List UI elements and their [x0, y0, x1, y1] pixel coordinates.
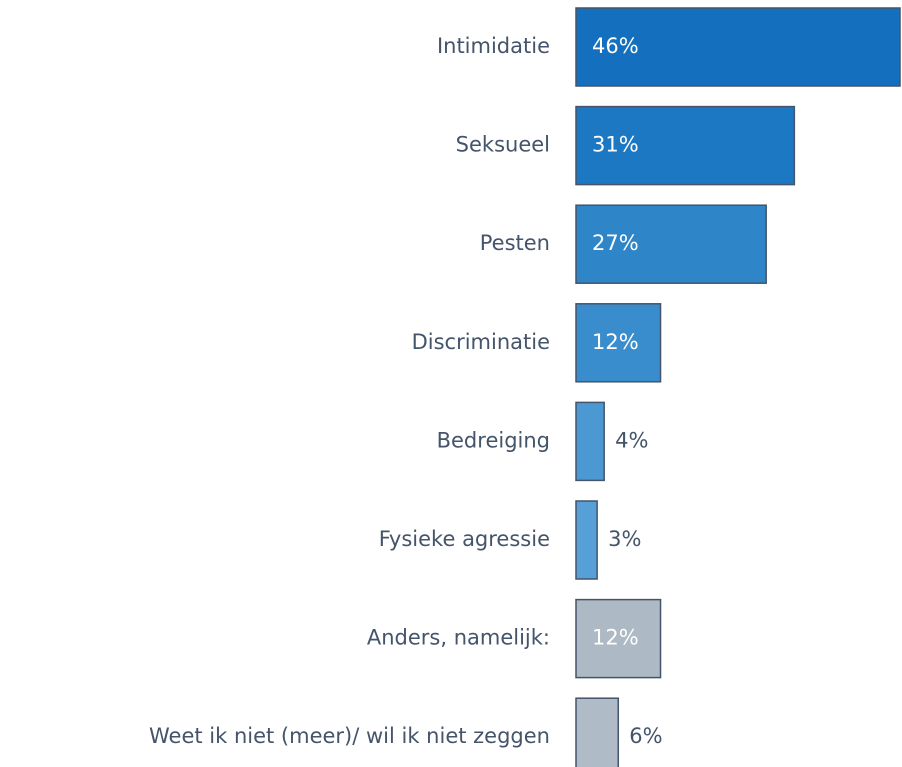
bar: [575, 598, 662, 679]
category-label: Intimidatie: [437, 34, 550, 58]
value-label: 27%: [592, 231, 639, 255]
bar: [575, 303, 662, 383]
category-label: Weet ik niet (meer)/ wil ik niet zeggen: [149, 724, 550, 748]
value-label: 4%: [615, 428, 648, 452]
category-label: Fysieke agressie: [379, 527, 550, 551]
value-label: 31%: [592, 133, 639, 157]
value-label: 46%: [592, 34, 639, 58]
category-label: Discriminatie: [412, 330, 550, 354]
category-label: Bedreiging: [437, 428, 550, 452]
bar: [575, 204, 767, 284]
bar: [575, 105, 796, 186]
category-label: Pesten: [480, 231, 550, 255]
value-label: 12%: [592, 626, 639, 650]
bar: [575, 7, 901, 87]
value-label: 12%: [592, 330, 639, 354]
bar: [575, 401, 605, 482]
bar: [575, 500, 598, 580]
bar: [575, 697, 620, 767]
value-label: 6%: [629, 724, 662, 748]
category-label: Seksueel: [456, 133, 550, 157]
value-label: 3%: [608, 527, 641, 551]
category-label: Anders, namelijk:: [367, 626, 550, 650]
